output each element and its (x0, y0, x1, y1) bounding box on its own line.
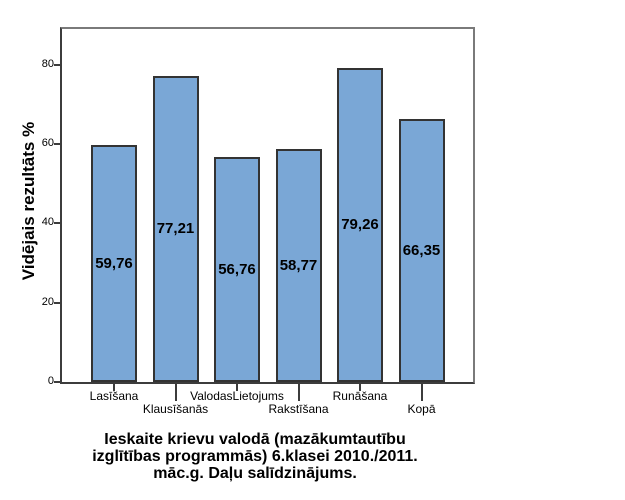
y-axis-tick-label: 40 (41, 216, 54, 229)
bar: 58,77 (275, 148, 322, 382)
bar: 77,21 (152, 75, 199, 382)
y-axis-tick (54, 301, 62, 304)
y-axis-tick-label: 20 (41, 295, 54, 308)
y-axis-tick-label: 0 (47, 375, 54, 387)
y-axis-tick-label: 80 (41, 57, 54, 70)
chart-title-line: Ieskaite krievu valodā (mazākumtautību (104, 431, 406, 448)
bar-value-label: 79,26 (341, 216, 379, 234)
bar: 79,26 (337, 67, 383, 382)
y-axis-tick (54, 63, 62, 66)
x-axis-tick (420, 384, 423, 401)
y-axis-tick-label: 60 (41, 137, 54, 150)
x-category-label: Lasīšana (89, 389, 139, 403)
x-axis-tick (174, 384, 177, 401)
chart-title: Ieskaite krievu valodā (mazākumtautību iz… (15, 431, 495, 482)
bar: 59,76 (91, 144, 137, 382)
bar-value-label: 56,76 (218, 260, 256, 278)
bar: 66,35 (398, 118, 445, 382)
x-axis-tick (113, 384, 115, 391)
x-axis-tick (297, 384, 300, 401)
y-axis-tick (54, 381, 62, 383)
x-category-label: ValodasLietojums (190, 389, 284, 403)
chart-title-line: izglītības programmās) 6.klasei 2010./20… (92, 448, 418, 465)
bar-value-label: 58,77 (279, 256, 318, 274)
x-category-label: Kopā (407, 402, 436, 416)
bar: 56,76 (214, 156, 260, 382)
y-axis-tick (54, 222, 62, 225)
x-category-label: Rakstīšana (268, 402, 329, 416)
bar-value-label: 66,35 (402, 241, 441, 259)
y-axis-tick (54, 143, 62, 146)
x-category-label: Runāšana (332, 389, 388, 403)
bar-value-label: 59,76 (95, 254, 133, 272)
x-axis-tick (359, 384, 361, 391)
chart-title-line: māc.g. Daļu salīdzinājums. (153, 465, 357, 482)
x-axis-tick (236, 384, 238, 391)
bar-value-label: 77,21 (156, 220, 195, 238)
x-category-label: Klausīšanās (142, 402, 209, 416)
